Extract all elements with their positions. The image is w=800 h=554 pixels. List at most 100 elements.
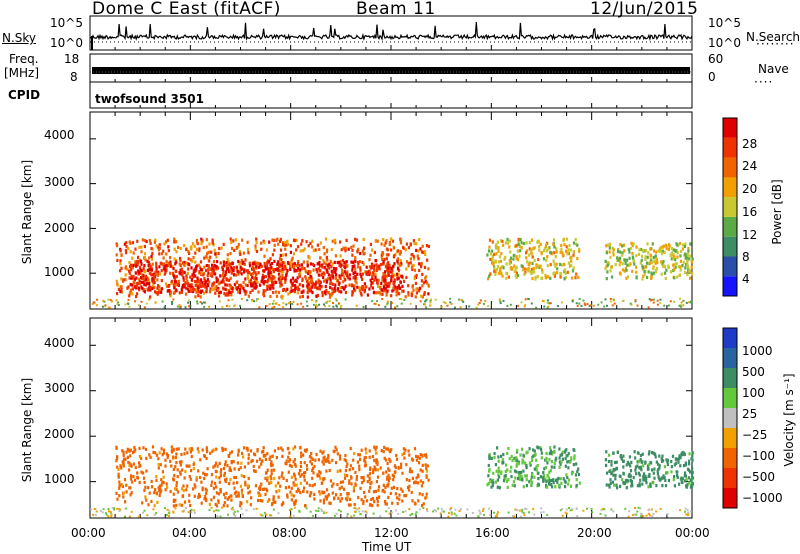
power-cell: [670, 246, 674, 251]
velocity-cell: [352, 458, 355, 462]
velocity-cell: [224, 447, 227, 451]
power-cell: [632, 256, 635, 260]
velocity-cell: [622, 454, 625, 458]
power-cell: [635, 265, 638, 269]
power-cell: [153, 281, 156, 285]
power-cell: [322, 275, 325, 280]
power-cell: [670, 251, 673, 255]
power-cell: [150, 273, 153, 277]
power-cell: [373, 250, 376, 255]
power-cell: [329, 292, 332, 296]
power-cell: [530, 238, 533, 242]
velocity-cell: [195, 475, 198, 480]
power-cell: [327, 263, 330, 267]
velocity-cell: [635, 472, 638, 476]
power-cell: [140, 269, 143, 273]
velocity-ground-cell: [687, 511, 690, 514]
power-ground-cell: [506, 305, 509, 308]
power-cell: [190, 247, 193, 251]
power-cell: [572, 253, 575, 257]
power-cell: [293, 268, 296, 272]
power-ground-cell: [487, 305, 490, 308]
power-cell: [361, 288, 364, 292]
power-cell: [235, 246, 239, 250]
velocity-cell: [172, 499, 175, 503]
velocity-cell: [368, 476, 371, 480]
velocity-cell: [362, 478, 365, 483]
power-cell: [211, 241, 214, 245]
power-cell: [486, 253, 489, 257]
velocity-cell: [501, 458, 504, 462]
velocity-cell: [244, 480, 247, 484]
velocity-cell: [513, 469, 517, 473]
velocity-cell: [350, 482, 353, 486]
velocity-ground-cell: [193, 511, 196, 514]
power-ground-cell: [682, 299, 685, 302]
power-cell: [378, 290, 381, 295]
velocity-cell: [491, 480, 494, 484]
power-cell: [148, 280, 151, 284]
velocity-cell: [162, 451, 165, 455]
velocity-cell: [553, 465, 556, 469]
power-cell: [271, 262, 274, 266]
power-ground-cell: [603, 305, 606, 308]
power-cell: [367, 270, 370, 274]
power-cell: [200, 272, 203, 276]
velocity-cell: [506, 485, 509, 489]
power-cell: [230, 269, 233, 273]
velocity-cell: [132, 451, 135, 455]
velocity-cell: [205, 456, 208, 461]
velocity-cell: [689, 470, 692, 474]
velocity-cell: [241, 494, 244, 498]
power-cell: [300, 267, 303, 271]
power-cbar-tick-16: 16: [742, 205, 758, 219]
power-cell: [213, 263, 216, 268]
velocity-cell: [397, 466, 400, 470]
power-cell: [555, 247, 558, 251]
power-cell: [150, 254, 153, 258]
velocity-ground-cell: [564, 511, 567, 514]
velocity-cell: [322, 450, 325, 454]
velocity-cell: [369, 466, 372, 470]
power-cell: [325, 289, 328, 293]
power-cell: [242, 260, 245, 265]
power-cell: [514, 244, 517, 248]
velocity-cell: [536, 471, 539, 475]
power-cell: [295, 248, 298, 252]
velocity-cell: [343, 487, 346, 491]
velocity-ground-cell: [166, 508, 169, 511]
power-cell: [687, 249, 690, 253]
power-cell: [228, 270, 231, 274]
power-cell: [147, 286, 150, 291]
power-cell: [351, 253, 354, 257]
velocity-cell: [118, 484, 121, 488]
power-cell: [491, 254, 494, 258]
power-ground-cell: [586, 303, 589, 305]
power-ground-cell: [104, 305, 107, 308]
velocity-cell: [147, 503, 150, 507]
velocity-cell: [553, 450, 556, 454]
power-cell: [146, 287, 149, 291]
power-cell: [237, 270, 240, 274]
power-cell: [165, 259, 168, 264]
power-cell: [262, 239, 265, 243]
velocity-cell: [186, 484, 189, 488]
power-ground-cell: [680, 301, 683, 304]
velocity-cell: [363, 456, 366, 460]
power-cell: [525, 241, 528, 245]
power-cell: [508, 259, 511, 263]
velocity-cell: [180, 503, 184, 507]
power-cell: [667, 265, 670, 269]
velocity-ytick-3000: 3000: [44, 381, 75, 395]
velocity-cell: [117, 472, 120, 476]
velocity-ground-cell: [107, 508, 110, 510]
power-cell: [184, 264, 187, 268]
power-cell: [216, 288, 219, 292]
velocity-cell: [217, 500, 220, 504]
velocity-cell: [616, 450, 619, 454]
power-cell: [511, 266, 514, 270]
power-cell: [277, 290, 281, 295]
power-cell: [684, 270, 687, 274]
power-cell: [201, 239, 204, 243]
velocity-cell: [388, 458, 391, 462]
